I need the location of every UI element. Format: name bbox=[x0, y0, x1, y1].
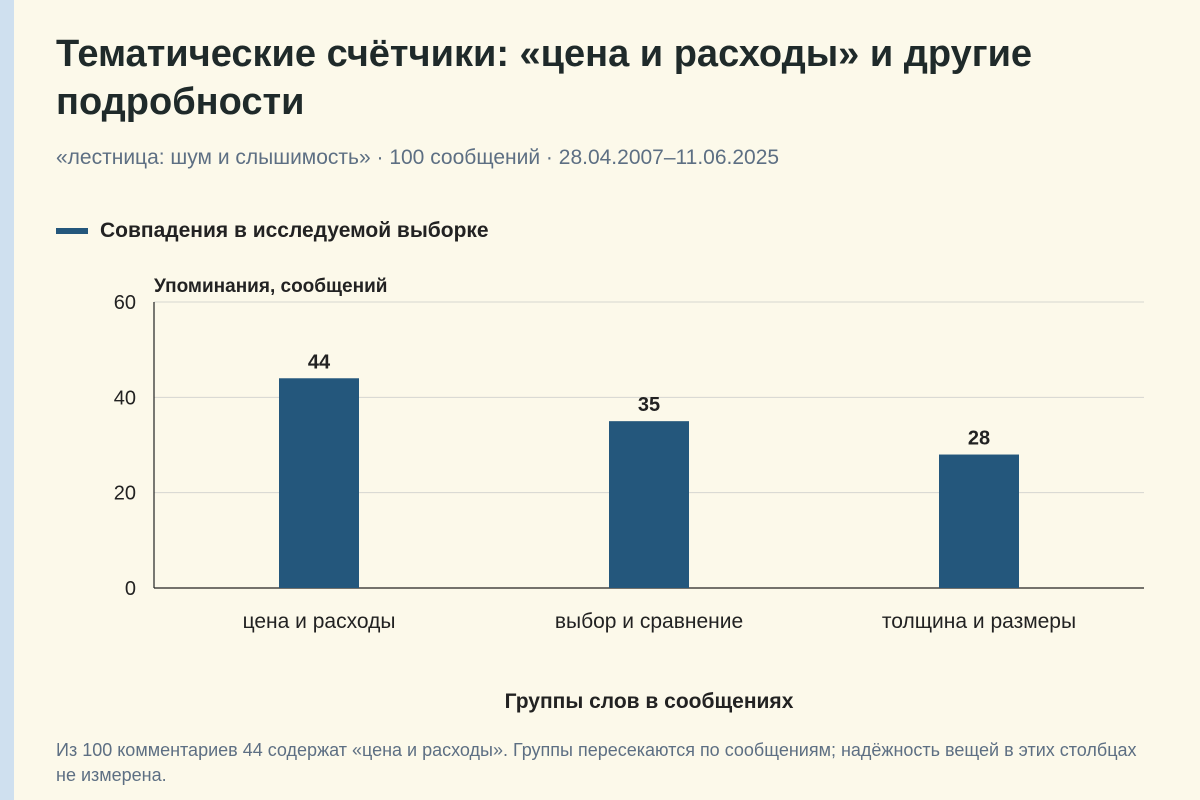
chart-subtitle: «лестница: шум и слышимость» · 100 сообщ… bbox=[56, 146, 780, 169]
y-tick-label: 60 bbox=[114, 292, 136, 314]
x-axis-label: Группы слов в сообщениях bbox=[505, 690, 794, 713]
bar bbox=[939, 454, 1019, 588]
left-accent-strip bbox=[0, 0, 14, 800]
data-label: 28 bbox=[968, 428, 990, 450]
legend: Совпадения в исследуемой выборке bbox=[56, 219, 489, 243]
bar bbox=[279, 378, 359, 588]
chart-title: Тематические счётчики: «цена и расходы» … bbox=[56, 33, 1033, 123]
x-tick-label: цена и расходы bbox=[243, 610, 396, 633]
y-tick-label: 40 bbox=[114, 387, 136, 409]
legend-swatch bbox=[56, 228, 88, 234]
legend-label: Совпадения в исследуемой выборке bbox=[100, 219, 489, 242]
y-tick-label: 0 bbox=[125, 578, 136, 600]
data-label: 35 bbox=[638, 394, 660, 416]
y-axis-label: Упоминания, сообщений bbox=[154, 276, 387, 297]
bar bbox=[609, 421, 689, 588]
x-tick-label: выбор и сравнение bbox=[555, 610, 743, 633]
x-tick-label: толщина и размеры bbox=[882, 610, 1076, 633]
data-label: 44 bbox=[308, 351, 331, 373]
y-tick-label: 20 bbox=[114, 483, 136, 505]
footnote: Из 100 комментариев 44 содержат «цена и … bbox=[56, 740, 1137, 785]
